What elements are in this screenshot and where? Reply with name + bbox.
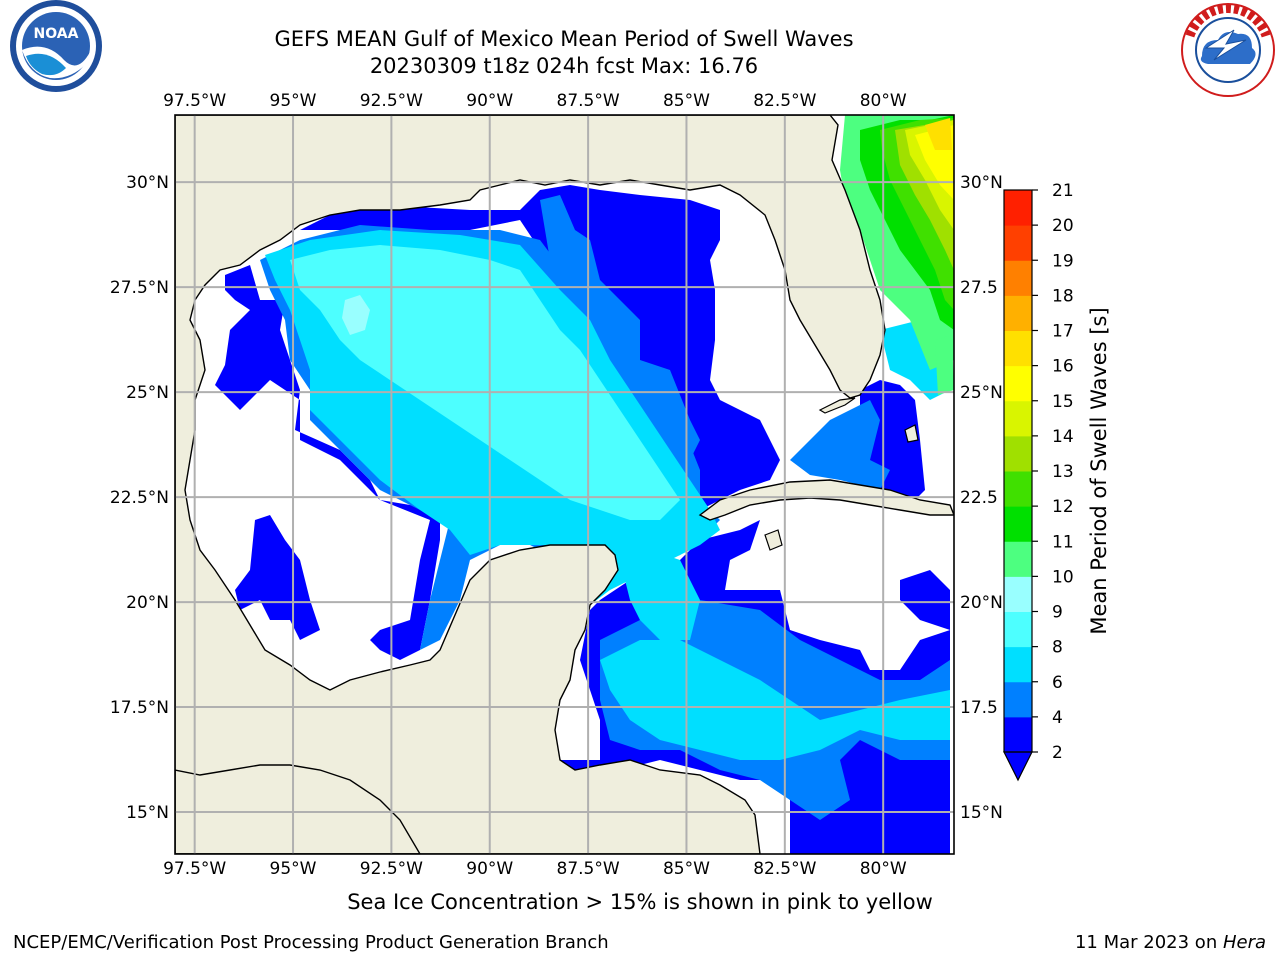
colorbar-tick-label: 12 <box>1052 497 1074 517</box>
map-area <box>175 115 954 854</box>
lat-tick-left: 27.5°N <box>110 278 169 298</box>
colorbar-extend-min <box>1003 751 1033 782</box>
land-florida-keys <box>818 397 856 414</box>
colorbar-segment <box>1004 330 1032 367</box>
colorbar-segment <box>1004 541 1032 577</box>
lat-tick-left: 30°N <box>126 173 169 193</box>
colorbar-tick-label: 9 <box>1052 603 1063 623</box>
colorbar-tick-label: 2 <box>1052 743 1063 763</box>
colorbar-segment <box>1004 611 1032 648</box>
chart-subtitle: 20230309 t18z 024h fcst Max: 16.76 <box>369 54 759 78</box>
land-cuba <box>698 479 954 521</box>
lat-tick-left: 20°N <box>126 593 169 613</box>
map-grid <box>175 115 954 854</box>
field-6-8-channel <box>620 550 700 640</box>
lon-tick-bottom: 85°W <box>663 859 710 879</box>
map-frame <box>174 114 955 855</box>
field-4-6-north <box>540 195 700 460</box>
sea-ice-note: Sea Ice Concentration > 15% is shown in … <box>347 890 933 914</box>
footer-host: Hera <box>1222 932 1266 953</box>
islands <box>764 397 919 551</box>
field-2-4-west <box>215 265 440 660</box>
colorbar-segment <box>1004 716 1032 753</box>
colorbar-tick-label: 21 <box>1052 181 1074 201</box>
colorbar-tick-label: 13 <box>1052 462 1074 482</box>
land-central-america <box>175 764 421 854</box>
nws-logo-icon <box>1181 3 1275 97</box>
colorbar-segment <box>1004 506 1032 542</box>
colorbar-tick-label: 8 <box>1052 638 1063 658</box>
lat-tick-right: 30°N <box>960 173 1003 193</box>
land-bahamas-a <box>904 424 919 443</box>
field-9-10-spot <box>342 295 370 335</box>
colorbar-tick-label: 20 <box>1052 216 1074 236</box>
lat-tick-right: 17.5 <box>960 698 998 718</box>
colorbar-tick-label: 16 <box>1052 357 1074 377</box>
colorbar-segment <box>1004 646 1032 683</box>
colorbar-tick-label: 19 <box>1052 251 1074 271</box>
field-10-11-bahamas <box>935 335 954 395</box>
lat-tick-left: 22.5°N <box>110 488 169 508</box>
noaa-logo-text: NOAA <box>34 26 79 42</box>
field-4-6-florida-straits <box>790 400 890 490</box>
lat-tick-left: 25°N <box>126 383 169 403</box>
footer-date-text: 11 Mar 2023 on <box>1074 932 1223 953</box>
chart-title: GEFS MEAN Gulf of Mexico Mean Period of … <box>274 27 854 51</box>
lat-tick-left: 15°N <box>126 803 169 823</box>
lat-tick-left: 17.5°N <box>110 698 169 718</box>
colorbar-tick-label: 6 <box>1052 673 1063 693</box>
lon-tick-top: 90°W <box>466 91 513 111</box>
lon-tick-top: 92.5°W <box>360 91 423 111</box>
lon-tick-top: 85°W <box>663 91 710 111</box>
lon-tick-top: 87.5°W <box>557 91 620 111</box>
lon-tick-bottom: 95°W <box>270 859 317 879</box>
map-tick-labels: 97.5°W 97.5°W 95°W 95°W 92.5°W 92.5°W 90°W 90°W… <box>110 91 1003 879</box>
colorbar-tick-label: 15 <box>1052 392 1074 412</box>
colorbar-tick-label: 11 <box>1052 532 1074 552</box>
colorbar-segment <box>1004 365 1032 402</box>
colorbar-segment <box>1004 471 1032 507</box>
colorbar-tick-label: 18 <box>1052 286 1074 306</box>
colorbar-tick-label: 4 <box>1052 708 1063 728</box>
field-2-4-caribbean-east <box>900 570 950 630</box>
lon-tick-top: 95°W <box>270 91 317 111</box>
colorbar-label: Mean Period of Swell Waves [s] <box>1087 307 1111 634</box>
land-isla-juventud <box>764 529 783 551</box>
noaa-logo-icon: NOAA <box>10 0 102 92</box>
colorbar-segment <box>1004 576 1032 612</box>
lon-tick-top: 80°W <box>860 91 907 111</box>
colorbar-tick-label: 14 <box>1052 427 1074 447</box>
footer-credit: NCEP/EMC/Verification Post Processing Pr… <box>13 932 609 953</box>
colorbar-tick-label: 17 <box>1052 322 1074 342</box>
field-6-8-south-tail <box>600 640 950 760</box>
colorbar: 2 4 6 8 9 10 11 12 13 14 15 16 17 18 19 20 21 Mean Period… <box>1003 181 1111 782</box>
lon-tick-top: 97.5°W <box>163 91 226 111</box>
colorbar-segment <box>1004 295 1032 331</box>
colorbar-segment <box>1004 681 1032 718</box>
lon-tick-top: 82.5°W <box>753 91 816 111</box>
lat-tick-right: 27.5 <box>960 278 998 298</box>
colorbar-segment <box>1004 435 1032 472</box>
lat-tick-right: 22.5 <box>960 488 998 508</box>
colorbar-segment <box>1004 400 1032 437</box>
colorbar-segment <box>1004 190 1032 226</box>
lat-tick-right: 15°N <box>960 803 1003 823</box>
lat-tick-right: 25°N <box>960 383 1003 403</box>
field-16-17-atlantic <box>925 118 952 150</box>
colorbar-segment <box>1004 225 1032 261</box>
lon-tick-bottom: 92.5°W <box>360 859 423 879</box>
lon-tick-bottom: 90°W <box>466 859 513 879</box>
lon-tick-bottom: 97.5°W <box>163 859 226 879</box>
colorbar-tick-label: 10 <box>1052 567 1074 587</box>
field-2-4-sw-islands <box>235 515 320 640</box>
field-8-9-core <box>290 245 680 520</box>
footer-date: 11 Mar 2023 on Hera <box>1075 932 1266 953</box>
lon-tick-bottom: 80°W <box>860 859 907 879</box>
lon-tick-bottom: 87.5°W <box>557 859 620 879</box>
lon-tick-bottom: 82.5°W <box>753 859 816 879</box>
colorbar-segment <box>1004 260 1032 296</box>
lat-tick-right: 20°N <box>960 593 1003 613</box>
